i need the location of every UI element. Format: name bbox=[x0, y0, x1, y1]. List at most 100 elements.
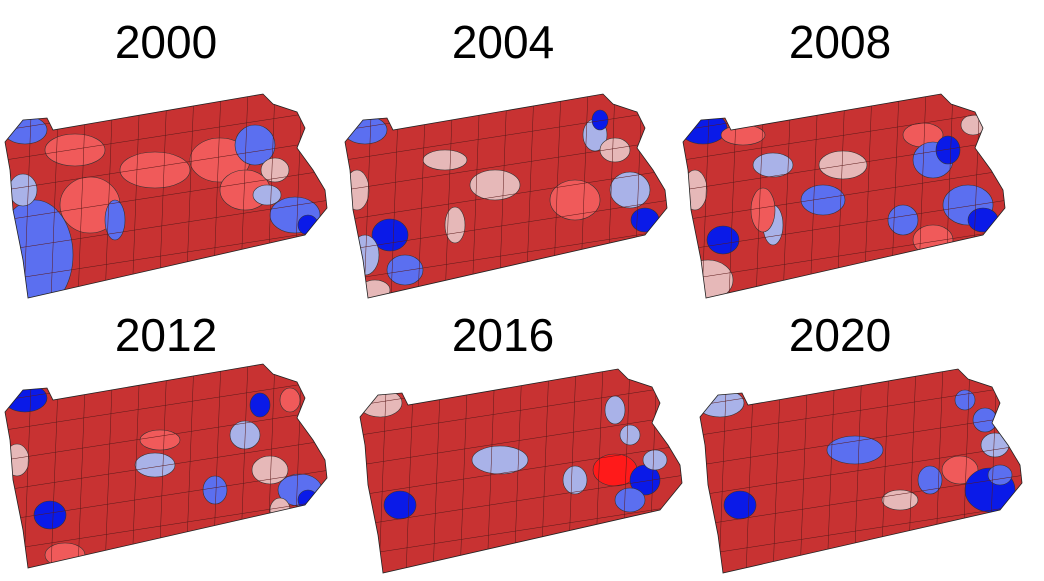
county-shading bbox=[700, 388, 1016, 520]
county-border bbox=[755, 94, 765, 298]
county-border bbox=[498, 94, 508, 298]
county-border bbox=[836, 94, 846, 298]
county bbox=[119, 151, 191, 189]
county bbox=[917, 465, 943, 495]
county bbox=[967, 207, 999, 233]
county bbox=[139, 429, 181, 451]
county-border bbox=[683, 199, 1005, 251]
county-border bbox=[104, 94, 114, 298]
year-label: 2016 bbox=[452, 309, 554, 361]
county-border bbox=[700, 384, 1022, 436]
county-border bbox=[683, 109, 1005, 161]
county-shading bbox=[683, 111, 999, 298]
county bbox=[134, 452, 176, 478]
county-border bbox=[5, 169, 327, 221]
county-border bbox=[345, 169, 667, 221]
county-border bbox=[513, 369, 523, 573]
year-label: 2008 bbox=[789, 16, 891, 68]
county-border bbox=[700, 414, 1022, 466]
county-map bbox=[682, 93, 1006, 299]
county bbox=[5, 199, 74, 298]
county-border bbox=[5, 139, 327, 191]
county bbox=[683, 111, 728, 145]
county-border bbox=[77, 94, 87, 298]
county bbox=[630, 207, 660, 233]
county bbox=[33, 500, 67, 530]
county bbox=[604, 395, 626, 425]
county-border bbox=[360, 384, 682, 436]
county bbox=[234, 124, 276, 166]
county-border bbox=[718, 369, 728, 573]
county-border bbox=[700, 474, 1022, 526]
county bbox=[383, 490, 417, 520]
county-border bbox=[444, 94, 454, 298]
county-border bbox=[363, 94, 373, 298]
county bbox=[642, 449, 668, 471]
county bbox=[471, 445, 529, 475]
county-border bbox=[378, 369, 388, 573]
county bbox=[44, 133, 106, 167]
county bbox=[386, 254, 424, 286]
county bbox=[881, 489, 919, 511]
county-border bbox=[782, 94, 792, 298]
county bbox=[469, 169, 521, 201]
county bbox=[752, 152, 794, 178]
county bbox=[345, 169, 370, 211]
county bbox=[260, 157, 290, 183]
county-border bbox=[486, 369, 496, 573]
county bbox=[619, 424, 641, 446]
year-label: 2004 bbox=[452, 16, 554, 68]
county bbox=[599, 137, 631, 163]
county-border bbox=[5, 439, 327, 491]
county-border bbox=[23, 94, 33, 298]
county-border bbox=[360, 414, 682, 466]
county bbox=[371, 218, 409, 252]
county bbox=[269, 497, 291, 523]
year-label: 2020 bbox=[789, 309, 891, 361]
county-border bbox=[23, 364, 33, 568]
year-label: 2000 bbox=[115, 16, 217, 68]
county-border bbox=[459, 369, 469, 573]
county-border bbox=[104, 364, 114, 568]
county-border bbox=[5, 469, 327, 521]
county-border bbox=[360, 444, 682, 496]
county-border bbox=[826, 369, 836, 573]
county bbox=[5, 443, 30, 477]
county-border bbox=[432, 369, 442, 573]
county bbox=[8, 173, 38, 207]
year-label: 2012 bbox=[115, 309, 217, 361]
county bbox=[826, 435, 884, 465]
county bbox=[609, 171, 651, 209]
county bbox=[683, 169, 708, 211]
county bbox=[941, 455, 979, 485]
county-border bbox=[853, 369, 863, 573]
county-border bbox=[471, 94, 481, 298]
county-border bbox=[799, 369, 809, 573]
county-border bbox=[5, 379, 327, 431]
county-shading bbox=[345, 109, 660, 298]
county bbox=[422, 149, 468, 171]
county bbox=[818, 150, 868, 180]
county-border bbox=[158, 94, 168, 298]
county bbox=[249, 392, 271, 418]
county bbox=[251, 455, 289, 485]
county-border bbox=[345, 109, 667, 161]
county-border bbox=[700, 504, 1022, 556]
county-border bbox=[158, 364, 168, 568]
county bbox=[987, 464, 1013, 486]
county-map bbox=[699, 368, 1023, 574]
county bbox=[359, 279, 391, 298]
county bbox=[887, 204, 919, 236]
county bbox=[683, 259, 734, 298]
county-border bbox=[772, 369, 782, 573]
county-border bbox=[683, 229, 1005, 281]
county-border bbox=[345, 199, 667, 251]
county-border bbox=[131, 364, 141, 568]
county bbox=[750, 187, 776, 233]
county-map bbox=[4, 363, 328, 569]
county bbox=[706, 225, 740, 255]
county-border bbox=[5, 409, 327, 461]
county-border bbox=[683, 139, 1005, 191]
